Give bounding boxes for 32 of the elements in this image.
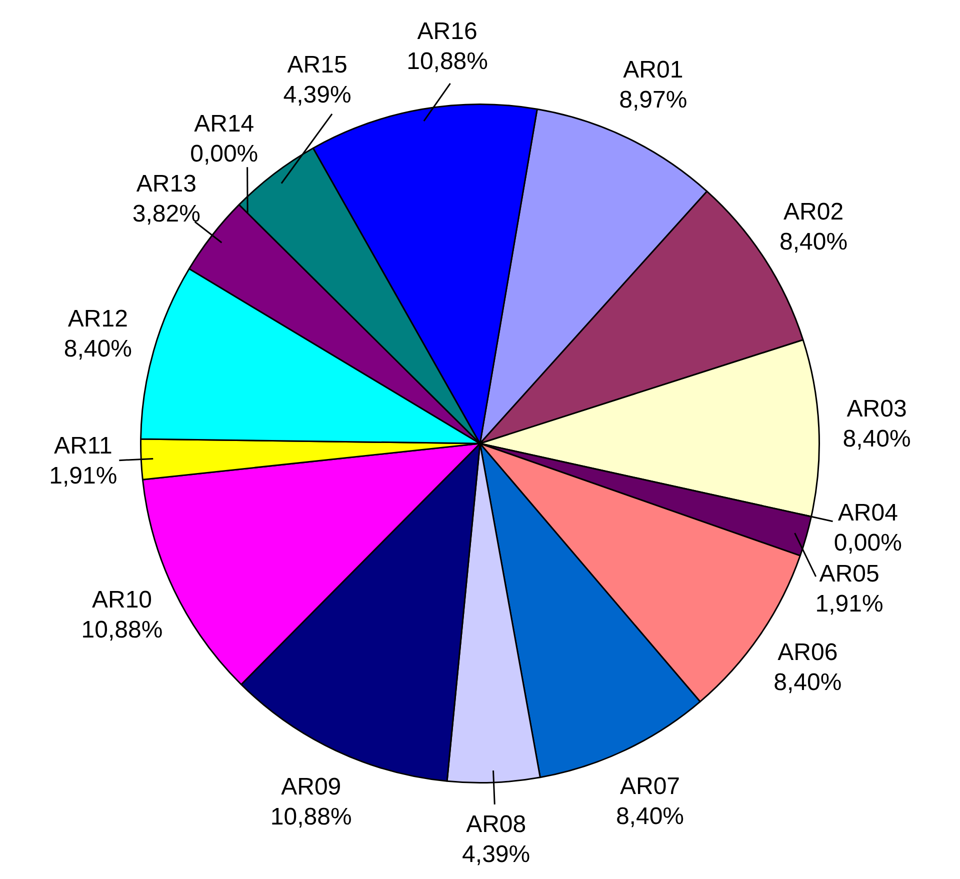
slice-label: AR13 (136, 170, 196, 198)
data-label: 1,91% (815, 590, 884, 618)
slice-label: AR12 (68, 305, 128, 332)
text: 0,00% (834, 530, 902, 557)
data-label: 8,40% (616, 803, 684, 830)
category-label: AR14 (194, 110, 254, 138)
data-label: 8,40% (842, 426, 911, 453)
slice-label: AR15 (287, 52, 348, 79)
data-label: 10,88% (81, 616, 163, 644)
data-label: 4,39% (283, 82, 352, 109)
data-label: 8,40% (774, 668, 842, 696)
data-label: 10,88% (270, 804, 352, 831)
data-label: 4,39% (462, 841, 530, 868)
data-label: 8,40% (64, 335, 132, 362)
slice-label: AR16 (417, 18, 478, 46)
data-label: 3,82% (132, 200, 200, 228)
data-label: 10,88% (406, 48, 488, 76)
slice-label: AR10 (92, 586, 152, 614)
slice-label: AR08 (466, 811, 526, 838)
slice-label: AR05 (819, 560, 880, 588)
slice-label: AR02 (784, 198, 844, 226)
text: 0,00% (190, 140, 258, 168)
data-label: 8,97% (619, 86, 688, 114)
slice-label: AR03 (846, 396, 907, 423)
data-label: 1,91% (49, 462, 118, 490)
slice-label: AR06 (778, 638, 838, 666)
data-label: 8,40% (780, 228, 848, 256)
slice-label: AR09 (281, 774, 342, 801)
slice-label: AR01 (623, 56, 684, 84)
slice-label: AR11 (54, 432, 112, 460)
legend-label: AR04 (838, 500, 898, 527)
slice-label: AR07 (620, 773, 680, 800)
